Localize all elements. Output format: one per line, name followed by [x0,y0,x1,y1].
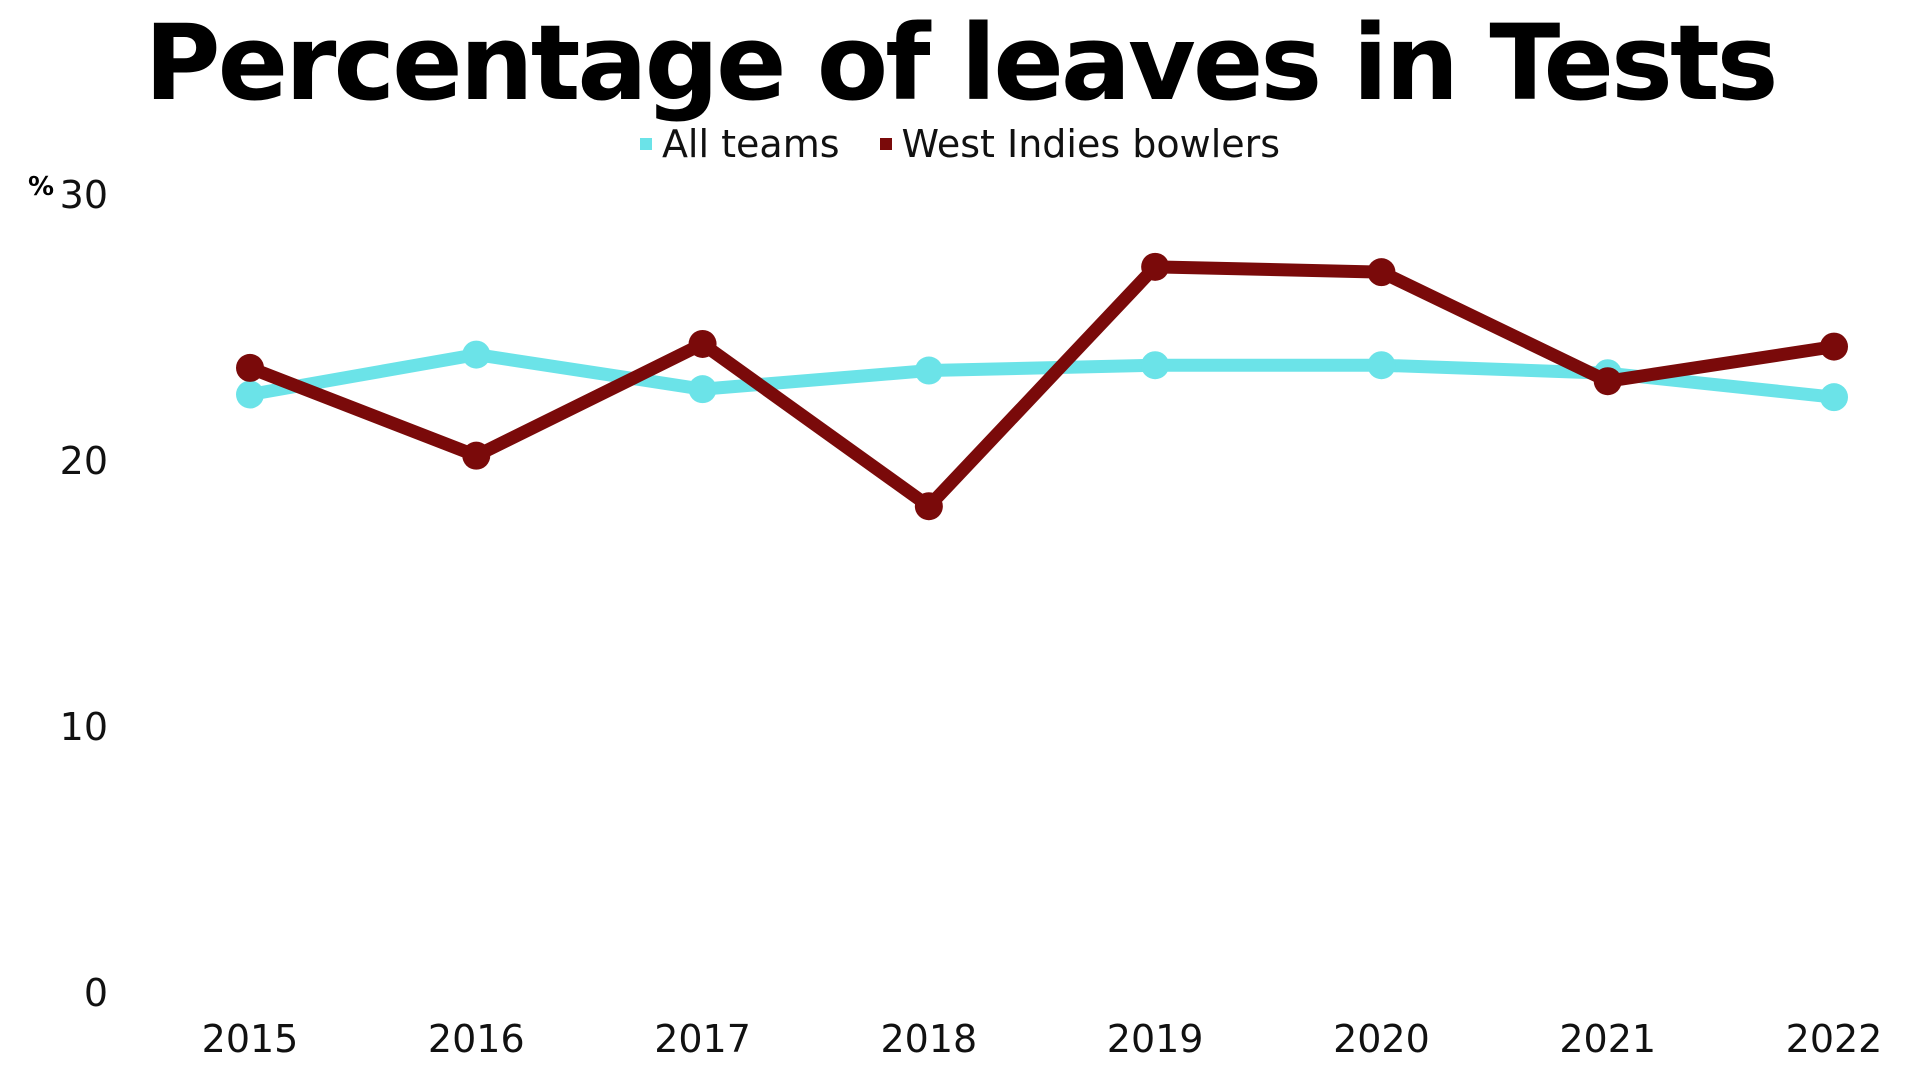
legend-item-west-indies: West Indies bowlers [879,122,1281,166]
data-point-all-teams [914,356,943,385]
x-tick-label: 2020 [1333,1017,1430,1061]
y-tick-label: 30 [60,173,108,217]
x-tick-label: 2019 [1107,1017,1204,1061]
y-tick-label: 10 [60,705,108,749]
x-tick-label: 2016 [428,1017,525,1061]
x-tick-label: 2021 [1559,1017,1656,1061]
legend-label-west-indies: West Indies bowlers [901,122,1281,166]
data-point-west-indies-bowlers [688,329,717,358]
chart-title: Percentage of leaves in Tests [144,2,1778,124]
data-point-west-indies-bowlers [914,492,943,521]
x-tick-label: 2015 [202,1017,299,1061]
data-point-west-indies-bowlers [462,441,491,470]
legend-swatch-west-indies [879,138,892,150]
series-line-west-indies-bowlers [243,260,1841,513]
data-point-all-teams [462,340,491,369]
x-tick-label: 2018 [880,1017,977,1061]
data-point-all-teams [1141,351,1170,380]
x-tick-label: 2017 [654,1017,751,1061]
legend-swatch-all-teams [639,138,652,150]
y-tick-label: 0 [84,971,108,1015]
data-point-all-teams [1367,351,1396,380]
data-point-west-indies-bowlers [1367,258,1396,287]
data-point-west-indies-bowlers [1593,367,1622,396]
data-point-all-teams [1820,383,1848,412]
data-point-all-teams [236,380,264,409]
data-point-west-indies-bowlers [236,353,264,382]
legend-label-all-teams: All teams [661,122,840,166]
data-point-all-teams [688,375,717,404]
legend: All teams West Indies bowlers [0,122,1920,166]
y-tick-label: 20 [60,439,108,483]
data-point-west-indies-bowlers [1141,252,1170,281]
data-point-west-indies-bowlers [1820,332,1848,361]
legend-item-all-teams: All teams [639,122,840,166]
y-axis-unit-label: % [28,172,55,202]
series-line-all-teams [243,348,1841,404]
x-tick-label: 2022 [1786,1017,1883,1061]
